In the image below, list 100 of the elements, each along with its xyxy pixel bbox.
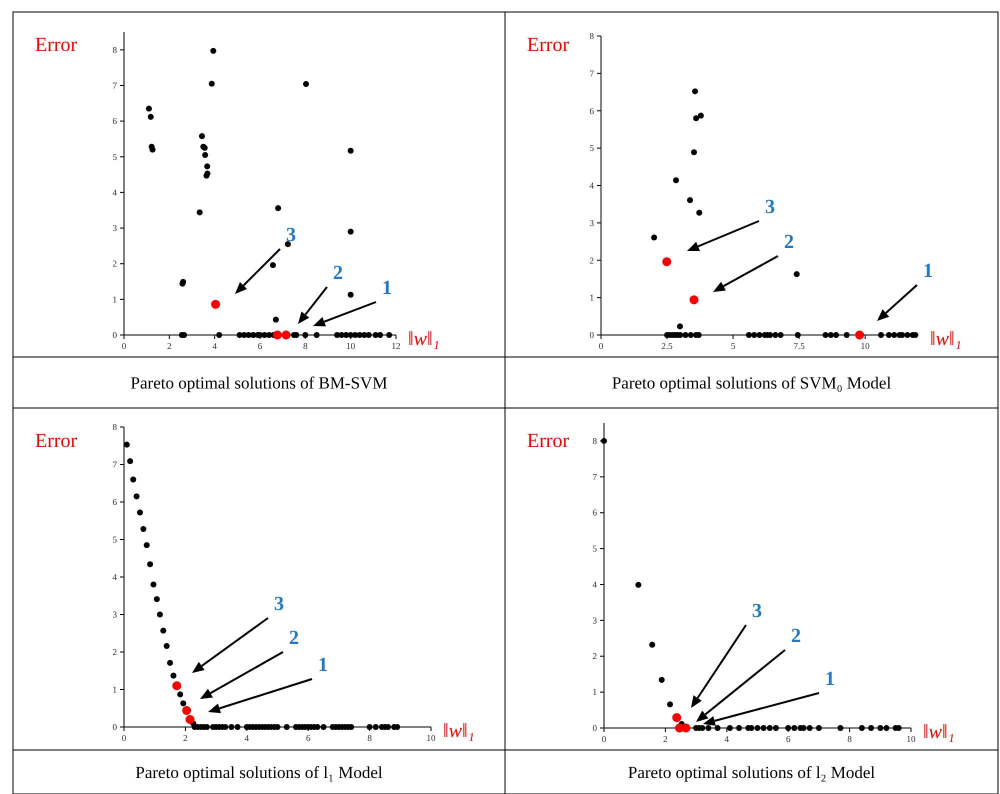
point xyxy=(386,332,392,338)
y-tick-label: 5 xyxy=(112,534,118,544)
point xyxy=(858,725,865,731)
point xyxy=(270,262,276,268)
x-tick-label: 2 xyxy=(183,733,188,743)
point xyxy=(688,332,694,338)
point xyxy=(208,80,215,87)
point xyxy=(348,148,354,154)
point xyxy=(855,330,864,340)
y-tick-label: 5 xyxy=(590,143,594,154)
point xyxy=(658,676,665,683)
point xyxy=(791,725,798,731)
y-tick-label: 0 xyxy=(590,330,594,340)
point xyxy=(828,332,834,338)
point xyxy=(692,88,698,94)
x-tick-label: 8 xyxy=(847,734,852,744)
x-tick-label: 6 xyxy=(786,734,791,744)
annotation: 2 xyxy=(333,262,343,284)
point xyxy=(833,332,840,338)
x-axis-title: ‖w‖₁ xyxy=(923,721,955,743)
x-axis-title: ‖w‖₁ xyxy=(408,328,440,350)
x-tick-label: 10 xyxy=(426,733,436,743)
x-tick-label: 4 xyxy=(212,341,218,351)
y-tick-label: 1 xyxy=(112,684,117,694)
point xyxy=(698,112,704,119)
point xyxy=(662,257,672,266)
point xyxy=(186,715,195,724)
y-tick-label: 4 xyxy=(592,579,598,590)
y-tick-label: 7 xyxy=(592,472,598,482)
point xyxy=(760,725,767,731)
point xyxy=(272,330,282,340)
y-tick-label: 4 xyxy=(112,187,118,198)
x-tick-label: 8 xyxy=(303,341,308,351)
y-tick-label: 0 xyxy=(112,722,118,732)
x-tick-label: 2.5 xyxy=(661,341,674,351)
y-tick-label: 1 xyxy=(112,294,117,304)
x-tick-label: 7.5 xyxy=(794,341,806,351)
x-axis-title: ‖w‖₁ xyxy=(443,720,475,742)
x-tick-label: 10 xyxy=(906,734,916,744)
point xyxy=(726,725,733,731)
x-tick-label: 0 xyxy=(122,341,127,351)
y-tick-label: 3 xyxy=(592,615,598,626)
y-tick-label: 4 xyxy=(112,572,118,582)
point xyxy=(211,300,220,309)
x-tick-label: 12 xyxy=(392,341,400,351)
point xyxy=(794,271,800,278)
annotation: 3 xyxy=(765,196,775,218)
y-tick-label: 1 xyxy=(592,687,597,698)
point xyxy=(282,330,291,340)
annotation: 2 xyxy=(289,627,299,649)
point xyxy=(794,332,801,338)
point xyxy=(635,582,642,588)
point xyxy=(204,163,210,170)
y-tick-label: 6 xyxy=(112,497,118,507)
point xyxy=(314,332,320,338)
x-tick-label: 0 xyxy=(602,734,607,744)
y-tick-label: 5 xyxy=(592,544,598,554)
annotation: 3 xyxy=(752,600,762,622)
point xyxy=(682,332,689,338)
point xyxy=(693,115,700,122)
point xyxy=(348,292,354,298)
annotation: 1 xyxy=(382,277,392,299)
point xyxy=(651,234,658,240)
point xyxy=(705,725,712,731)
point xyxy=(785,725,792,731)
y-tick-label: 8 xyxy=(112,44,118,55)
y-tick-label: 7 xyxy=(112,460,118,470)
point xyxy=(182,706,192,715)
y-tick-label: 8 xyxy=(590,31,594,41)
y-tick-label: 3 xyxy=(112,223,118,234)
y-axis-title: Error xyxy=(35,34,78,56)
point xyxy=(196,209,203,216)
point xyxy=(878,332,884,338)
point xyxy=(667,701,674,708)
y-tick-label: 2 xyxy=(112,258,117,269)
point xyxy=(778,332,784,338)
y-tick-label: 5 xyxy=(112,152,118,162)
x-tick-label: 6 xyxy=(258,341,263,351)
point xyxy=(883,725,890,731)
x-tick-label: 2 xyxy=(167,341,172,351)
y-tick-label: 0 xyxy=(592,723,598,733)
y-tick-label: 2 xyxy=(590,255,594,266)
x-tick-label: 8 xyxy=(367,733,372,743)
y-tick-label: 7 xyxy=(590,68,594,78)
y-tick-label: 8 xyxy=(112,422,118,432)
y-axis-title: Error xyxy=(527,430,570,452)
point xyxy=(904,332,910,338)
point xyxy=(736,725,742,731)
y-axis-title: Error xyxy=(527,34,570,56)
x-tick-label: 4 xyxy=(724,734,730,744)
y-tick-label: 6 xyxy=(592,508,598,518)
point xyxy=(837,725,844,731)
point xyxy=(891,332,898,338)
text: Pareto optimal solutions of l₂ Model xyxy=(628,763,876,782)
point xyxy=(303,81,310,88)
point xyxy=(146,106,152,112)
y-tick-label: 6 xyxy=(590,106,594,116)
point xyxy=(210,48,216,54)
annotation: 2 xyxy=(784,231,794,253)
y-tick-label: 3 xyxy=(112,610,118,620)
